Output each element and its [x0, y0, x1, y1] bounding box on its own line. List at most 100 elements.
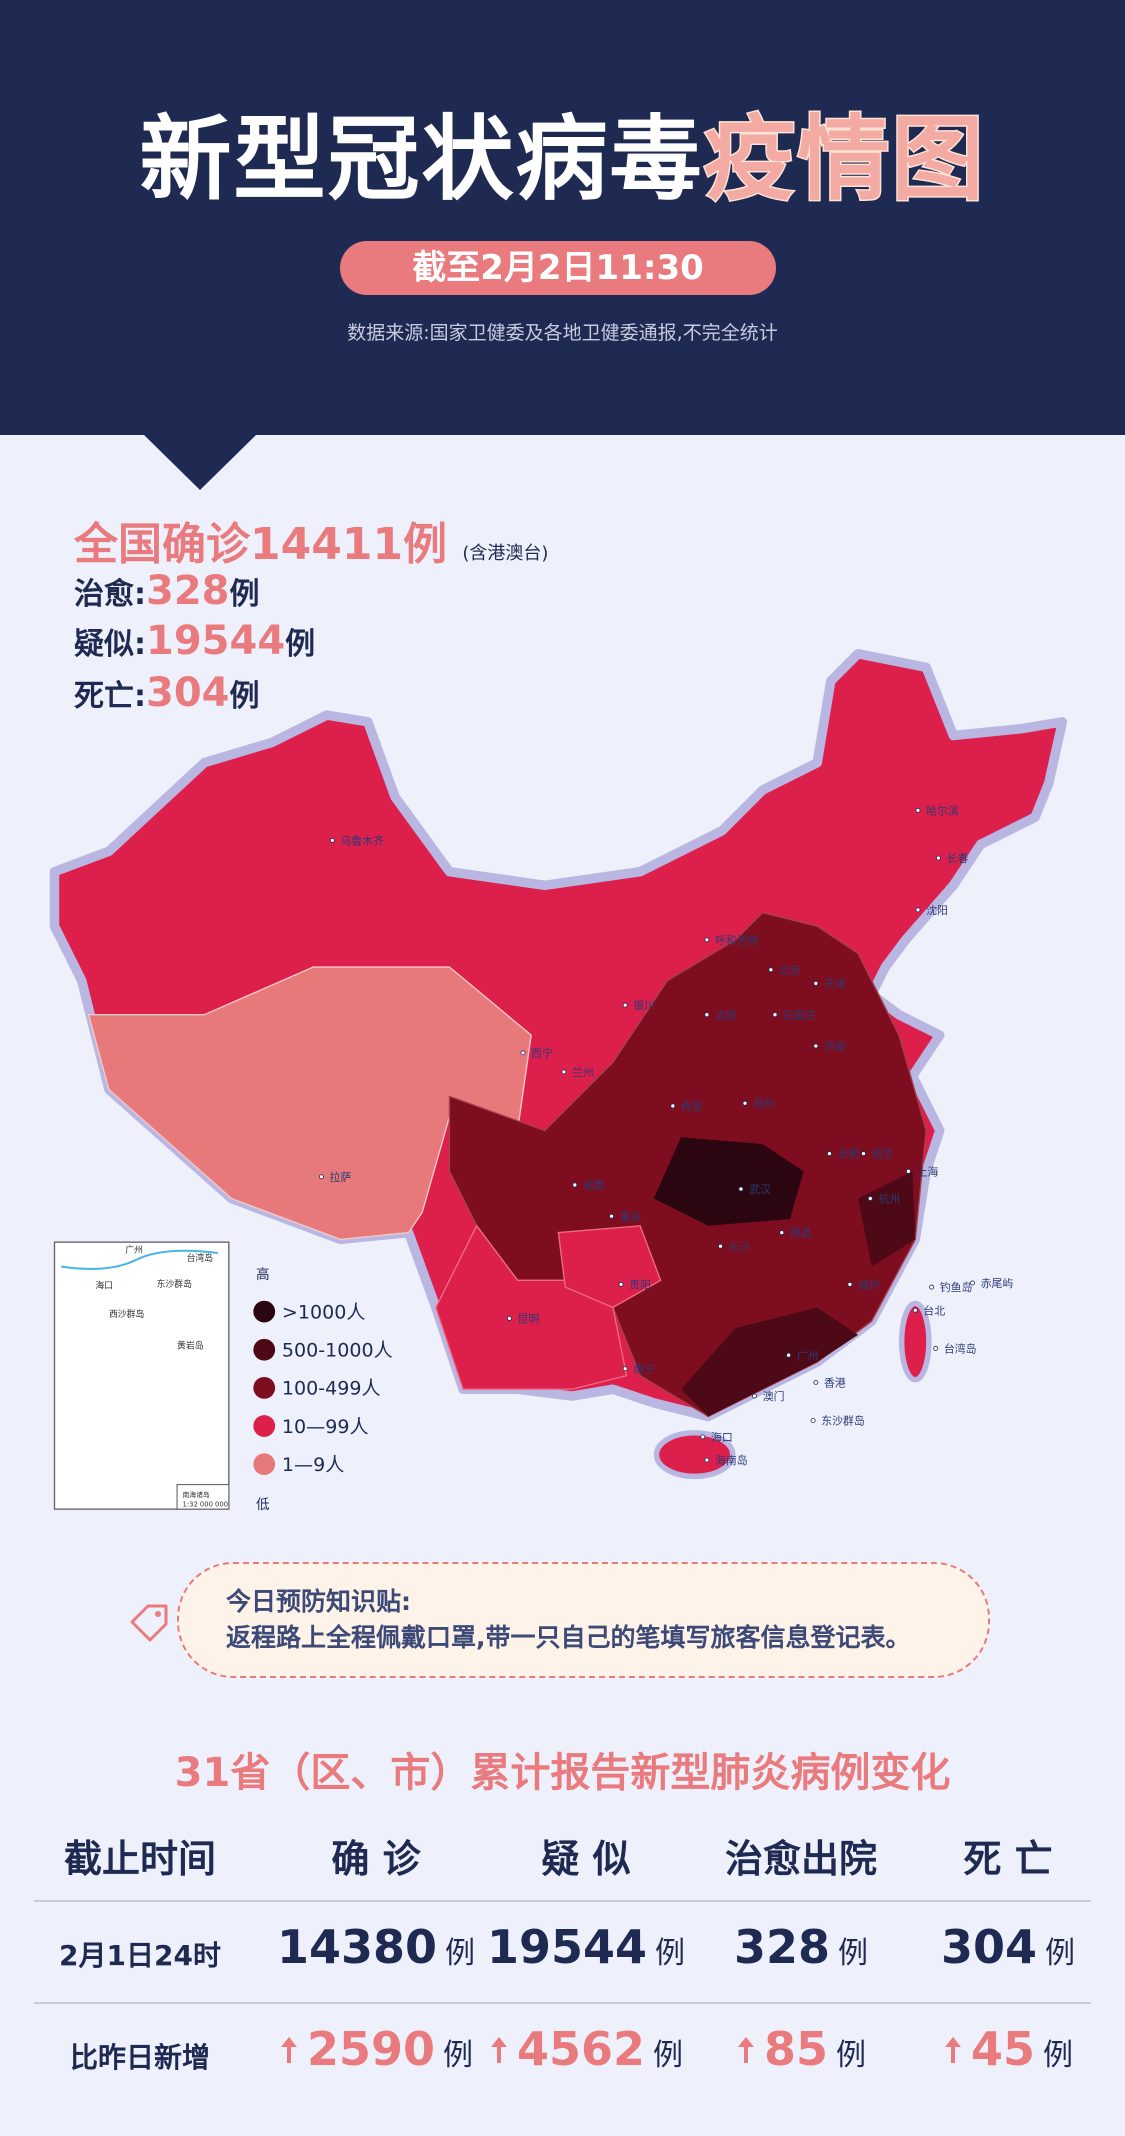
city-dot: [609, 1213, 614, 1219]
row-label: 2月1日24时: [59, 1939, 221, 1972]
tag-icon: [130, 1604, 168, 1642]
city-label: 武汉: [749, 1183, 771, 1196]
city-label: 银川: [633, 998, 655, 1012]
cell-value: 45: [970, 2022, 1035, 2076]
inset-label: 1:32 000 000: [183, 1500, 229, 1508]
legend-swatch: [253, 1300, 276, 1323]
stat-label: 死亡:: [74, 679, 146, 714]
notch: [143, 434, 257, 490]
legend-label: 1—9人: [282, 1454, 344, 1476]
cell-value: 304: [940, 1920, 1038, 1974]
date-pill: 截至2月2日11:30: [340, 241, 776, 295]
cell-value: 2590: [306, 2022, 436, 2076]
city-label: 乌鲁木齐: [341, 833, 385, 847]
city-label: 西宁: [531, 1046, 553, 1060]
city-dot: [772, 1012, 778, 1018]
stat-value: 304: [146, 670, 230, 716]
city-dot: [810, 1418, 816, 1424]
city-label: 贵阳: [629, 1278, 651, 1291]
city-dot: [670, 1103, 676, 1109]
city-dot: [700, 1434, 706, 1440]
inset-label: 黄岩岛: [177, 1339, 204, 1351]
cell-value: 85: [763, 2022, 828, 2076]
legend-low: 低: [256, 1497, 270, 1513]
city-dot: [622, 1002, 628, 1008]
unit: 例: [229, 577, 260, 612]
city-dot: [618, 1281, 624, 1287]
stat-value: 328: [146, 568, 230, 614]
city-dot: [786, 1352, 792, 1358]
city-label: 东沙群岛: [821, 1414, 865, 1428]
legend-label: 10—99人: [282, 1416, 369, 1438]
cell-value: 14380: [276, 1920, 438, 1974]
legend-label: 500-1000人: [282, 1340, 393, 1362]
city-dot: [970, 1280, 975, 1286]
city-label: 南宁: [633, 1362, 655, 1376]
stat-line: 治愈:328例: [74, 568, 260, 614]
tip-box: [177, 1562, 990, 1678]
city-label: 钓鱼岛: [940, 1280, 973, 1294]
city-label: 杭州: [878, 1192, 900, 1206]
arrow-shape: [737, 2037, 754, 2063]
unit: 例: [403, 519, 448, 570]
legend-high: 高: [256, 1266, 270, 1283]
city-dot: [813, 1043, 819, 1049]
arrow-shape: [490, 2037, 507, 2063]
city-label: 长春: [947, 852, 969, 865]
city-dot: [561, 1069, 567, 1075]
confirmed-value: 14411: [250, 519, 404, 570]
cell-unit: 例: [838, 1936, 869, 1971]
inset-label: 南海诸岛: [183, 1490, 210, 1499]
inset-label: 东沙群岛: [157, 1278, 193, 1290]
cell-value: 19544: [486, 1920, 648, 1974]
stat-line: 死亡:304例: [74, 670, 260, 716]
legend-swatch: [253, 1415, 276, 1437]
city-label: 济南: [824, 1039, 846, 1053]
column-header: 截止时间: [63, 1837, 216, 1881]
city-dot: [867, 1196, 873, 1202]
cell-unit: 例: [1045, 1936, 1076, 1971]
tip-text: 返程路上全程佩戴口罩,带一只自己的笔填写旅客信息登记表。: [226, 1623, 911, 1652]
city-dot: [915, 807, 921, 813]
title: 新型冠状病毒疫情图: [0, 100, 1125, 220]
city-label: 台湾岛: [944, 1341, 977, 1355]
city-label: 天津: [824, 977, 846, 990]
city-label: 澳门: [763, 1389, 785, 1403]
up-arrow: [944, 2037, 961, 2063]
city-dot: [813, 1379, 819, 1385]
cell-unit: 例: [836, 2038, 866, 2073]
cell-unit: 例: [655, 1936, 686, 1971]
up-arrow: [737, 2037, 754, 2063]
city-label: 香港: [824, 1377, 846, 1390]
city-label: 赤尾屿: [981, 1277, 1014, 1290]
row-label: 比昨日新增: [69, 2041, 210, 2074]
city-dot: [768, 967, 774, 973]
city-label: 太原: [715, 1009, 737, 1022]
column-header: 疑 似: [541, 1837, 631, 1881]
city-dot: [742, 1100, 748, 1106]
city-label: 台北: [923, 1303, 945, 1317]
up-arrow: [490, 2037, 507, 2063]
region: [858, 1171, 916, 1267]
arrow-shape: [944, 2037, 961, 2063]
city-dot: [915, 907, 921, 913]
region: [653, 1137, 804, 1226]
city-label: 西安: [681, 1099, 703, 1113]
inset-label: 西沙群岛: [109, 1308, 145, 1320]
inset-caption-box: [176, 1484, 230, 1510]
stat-label: 疑似:: [74, 627, 146, 662]
city-label: 沈阳: [926, 903, 948, 917]
confirmed-label: 全国确诊: [74, 519, 250, 570]
city-label: 哈尔滨: [926, 803, 959, 817]
inset-box: [53, 1241, 230, 1510]
arrow-shape: [280, 2037, 297, 2063]
city-dot: [827, 1151, 832, 1157]
cell: 2590 例: [256, 2022, 496, 2076]
city-dot: [861, 1151, 866, 1157]
city-label: 呼和浩特: [715, 933, 759, 947]
city-label: 海南岛: [715, 1453, 748, 1467]
divider: [34, 2002, 1091, 2004]
city-dot: [752, 1393, 757, 1399]
